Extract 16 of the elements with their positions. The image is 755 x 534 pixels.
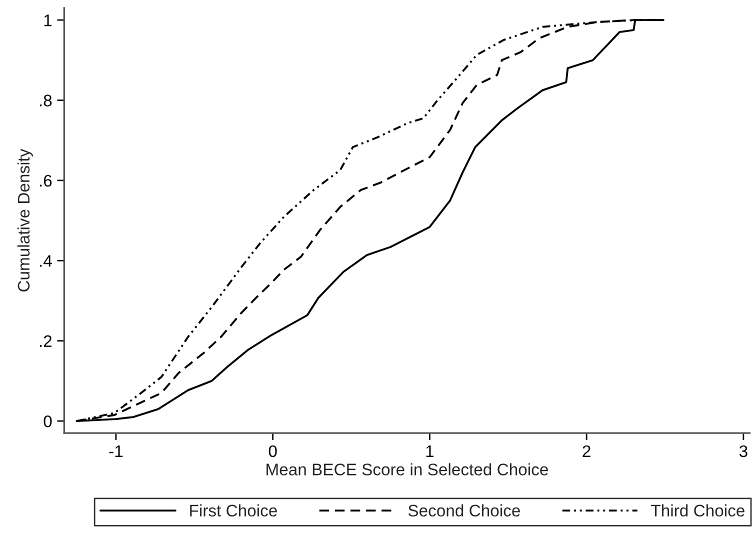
y-tick-label: .4 — [40, 255, 52, 267]
x-tick-label: 2 — [582, 445, 590, 457]
x-tick-label: 1 — [426, 445, 434, 457]
legend-label: Third Choice — [651, 504, 744, 517]
y-tick-label: .2 — [40, 335, 52, 347]
y-tick-label: 1 — [44, 14, 52, 26]
x-axis-title: Mean BECE Score in Selected Choice — [266, 463, 548, 476]
x-tick-label: 3 — [739, 445, 748, 458]
y-tick-label: 0 — [44, 415, 52, 428]
x-tick-label: 0 — [268, 445, 277, 458]
legend-label: Second Choice — [408, 504, 520, 517]
x-tick-label: -1 — [109, 445, 123, 457]
y-tick-label: .6 — [40, 174, 52, 187]
legend-label: First Choice — [190, 504, 277, 517]
y-axis-title: Cumulative Density — [17, 148, 33, 292]
y-tick-label: .8 — [40, 94, 52, 106]
